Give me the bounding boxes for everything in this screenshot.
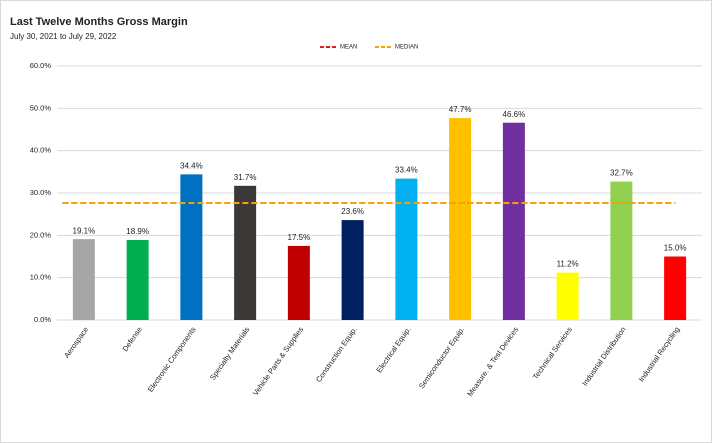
- bar: [72, 239, 95, 320]
- data-label: 34.4%: [180, 161, 203, 170]
- bar: [449, 118, 472, 320]
- bar: [234, 185, 257, 320]
- y-tick-label: 10.0%: [30, 273, 52, 282]
- legend-label: MEAN: [340, 45, 357, 51]
- y-tick-label: 40.0%: [30, 146, 52, 155]
- data-label: 11.2%: [557, 260, 579, 269]
- data-label: 46.6%: [503, 110, 526, 119]
- data-label: 15.0%: [664, 244, 687, 253]
- bar: [395, 178, 418, 320]
- y-tick-label: 0.0%: [34, 315, 51, 324]
- y-tick-label: 20.0%: [30, 230, 52, 239]
- y-tick-label: 30.0%: [30, 188, 52, 197]
- chart-subtitle: July 30, 2021 to July 29, 2022: [10, 32, 117, 41]
- data-label: 33.4%: [395, 166, 418, 175]
- bar: [180, 174, 203, 320]
- bar: [126, 239, 149, 320]
- data-label: 18.9%: [126, 227, 149, 236]
- y-tick-label: 50.0%: [30, 103, 52, 112]
- bar: [502, 122, 525, 320]
- legend-label: MEDIAN: [395, 45, 418, 51]
- data-label: 31.7%: [234, 173, 257, 182]
- data-label: 47.7%: [449, 105, 472, 114]
- data-label: 17.5%: [288, 233, 311, 242]
- chart-title: Last Twelve Months Gross Margin: [10, 16, 188, 28]
- bar: [556, 272, 579, 320]
- data-label: 23.6%: [341, 207, 364, 216]
- y-tick-label: 60.0%: [30, 61, 52, 70]
- bar: [664, 256, 687, 320]
- data-label: 19.1%: [73, 226, 96, 235]
- bar: [341, 220, 364, 320]
- bar: [287, 245, 310, 320]
- bar: [610, 181, 633, 320]
- data-label: 32.7%: [610, 169, 633, 178]
